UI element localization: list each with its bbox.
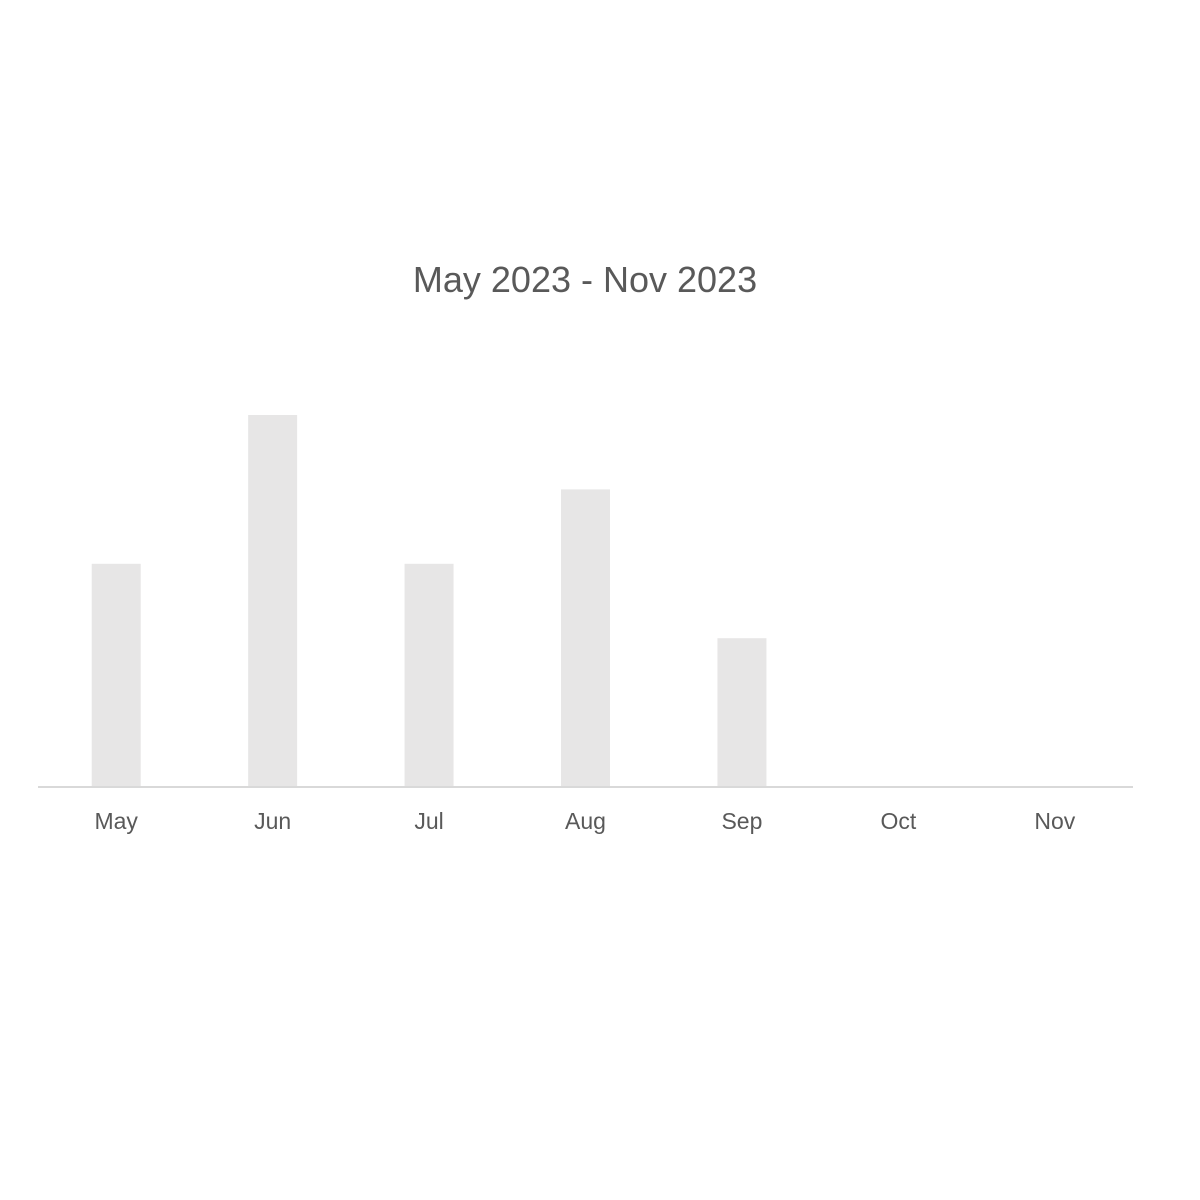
x-tick-label-jun: Jun [254, 808, 291, 834]
x-tick-label-may: May [94, 808, 138, 834]
bar-aug [561, 489, 610, 787]
x-tick-labels: May Jun Jul Aug Sep Oct Nov [94, 808, 1075, 834]
x-tick-label-jul: Jul [414, 808, 443, 834]
bar-jul [404, 563, 454, 787]
x-tick-label-aug: Aug [565, 808, 606, 834]
bars-group [91, 415, 767, 787]
bar-may [91, 563, 141, 787]
chart-title: May 2023 - Nov 2023 [413, 259, 757, 300]
x-tick-label-sep: Sep [721, 808, 762, 834]
x-tick-label-oct: Oct [880, 808, 916, 834]
x-tick-label-nov: Nov [1034, 808, 1075, 834]
bar-sep [717, 638, 767, 787]
bar-jun [248, 415, 298, 787]
